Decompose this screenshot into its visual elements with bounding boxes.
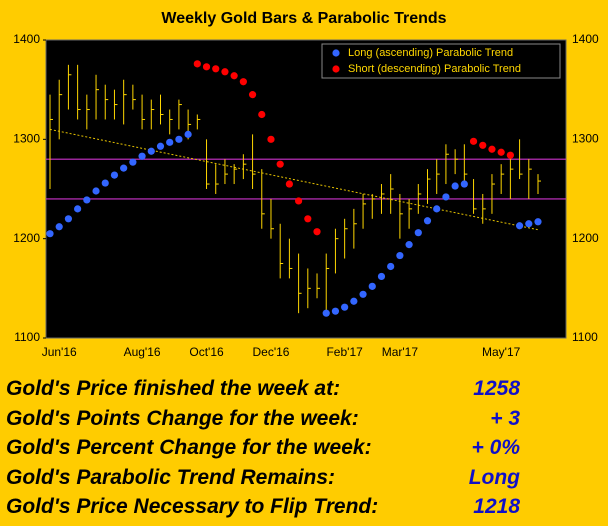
trend-dot xyxy=(120,164,128,172)
trend-dot xyxy=(156,142,165,150)
summary-row: Gold's Percent Change for the week: + 0% xyxy=(6,436,520,464)
trend-dot xyxy=(92,187,100,195)
trend-dot xyxy=(515,222,524,230)
legend-label: Long (ascending) Parabolic Trend xyxy=(348,47,513,59)
trend-dot xyxy=(359,290,367,298)
y-tick-label-right: 1200 xyxy=(572,231,599,245)
trend-dot xyxy=(469,137,478,145)
trend-dot xyxy=(230,72,238,80)
trend-dot xyxy=(147,147,155,155)
trend-dot xyxy=(267,135,275,143)
summary-value: Long xyxy=(468,465,520,489)
x-tick-label: Jun'16 xyxy=(42,345,77,359)
trend-dot xyxy=(451,182,459,190)
trend-dot xyxy=(423,217,432,225)
summary-label: Gold's Points Change for the week: xyxy=(6,406,359,430)
chart-title: Weekly Gold Bars & Parabolic Trends xyxy=(161,10,446,27)
y-tick-label: 1400 xyxy=(13,32,40,46)
trend-dot xyxy=(442,193,450,201)
trend-dot xyxy=(83,196,91,204)
trend-dot xyxy=(497,148,505,156)
x-tick-label: Dec'16 xyxy=(252,345,289,359)
trend-dot xyxy=(175,135,183,143)
trend-dot xyxy=(506,151,514,159)
trend-dot xyxy=(258,110,266,119)
trend-dot xyxy=(387,262,395,271)
trend-dot xyxy=(377,272,386,281)
y-tick-label-right: 1400 xyxy=(572,32,599,46)
trend-dot xyxy=(525,220,533,228)
x-tick-label: Mar'17 xyxy=(382,345,419,359)
y-tick-label-right: 1100 xyxy=(572,330,598,344)
y-tick-label: 1300 xyxy=(13,132,40,146)
trend-dot xyxy=(101,179,109,187)
trend-line xyxy=(49,128,539,231)
trend-dot xyxy=(414,229,422,237)
trend-dot xyxy=(129,158,137,166)
trend-dot xyxy=(221,68,229,76)
trend-dot xyxy=(55,223,63,231)
summary-row: Gold's Parabolic Trend Remains: Long xyxy=(6,466,520,494)
trend-dot xyxy=(285,180,293,188)
trend-dot xyxy=(46,230,54,238)
summary-label: Gold's Price Necessary to Flip Trend: xyxy=(6,495,379,518)
trend-dot xyxy=(479,141,487,149)
summary-value: 1258 xyxy=(473,377,520,400)
trend-dot xyxy=(460,180,468,188)
y-tick-label: 1200 xyxy=(13,231,40,245)
chart: Weekly Gold Bars & Parabolic Trends 1100… xyxy=(13,10,599,359)
summary-label: Gold's Price finished the week at: xyxy=(6,377,341,400)
summary-value: + 0% xyxy=(471,436,520,459)
trend-dot xyxy=(322,309,330,317)
legend-label: Short (descending) Parabolic Trend xyxy=(348,63,521,75)
trend-dot xyxy=(138,152,146,160)
summary-row: Gold's Points Change for the week: + 3 xyxy=(6,407,520,435)
trend-dot xyxy=(331,307,340,315)
trend-dot xyxy=(313,228,321,236)
trend-dot xyxy=(166,138,174,146)
trend-dot xyxy=(405,241,413,249)
summary-value: 1218 xyxy=(473,495,520,518)
summary-row: Gold's Price Necessary to Flip Trend: 121… xyxy=(6,495,520,523)
trend-dot xyxy=(295,197,303,205)
legend-box xyxy=(321,43,561,79)
trend-dot xyxy=(341,303,349,311)
trend-dot xyxy=(350,297,358,305)
trend-dot xyxy=(396,251,404,260)
trend-dot xyxy=(488,145,496,153)
summary-row: Gold's Price finished the week at: 1258 xyxy=(6,377,520,405)
trend-dot xyxy=(248,91,257,99)
trend-dot xyxy=(276,160,284,168)
trend-dot xyxy=(74,205,82,213)
summary-value: + 3 xyxy=(490,406,520,430)
trend-dot xyxy=(433,205,441,213)
x-tick-label: Oct'16 xyxy=(189,345,224,359)
y-tick-label: 1100 xyxy=(14,330,40,344)
legend-marker xyxy=(332,65,340,73)
trend-dot xyxy=(212,65,220,73)
trend-dot xyxy=(184,130,192,138)
trend-dot xyxy=(64,215,73,223)
summary-label: Gold's Percent Change for the week: xyxy=(6,436,372,459)
x-tick-label: Aug'16 xyxy=(124,345,161,359)
legend-marker xyxy=(332,49,340,57)
trend-dot xyxy=(534,218,542,226)
x-tick-label: May'17 xyxy=(482,345,521,359)
summary-label: Gold's Parabolic Trend Remains: xyxy=(6,465,336,489)
y-tick-label-right: 1300 xyxy=(572,132,599,146)
trend-dot xyxy=(368,282,376,290)
trend-dot xyxy=(239,78,247,86)
trend-dot xyxy=(110,171,119,179)
trend-dot xyxy=(202,63,211,71)
trend-dot xyxy=(193,60,201,68)
x-tick-label: Feb'17 xyxy=(326,345,363,359)
trend-dot xyxy=(304,215,312,223)
